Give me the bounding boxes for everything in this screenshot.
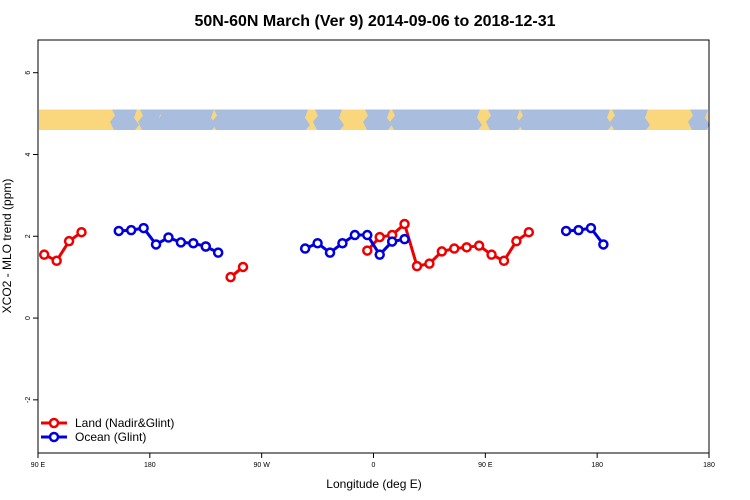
data-point bbox=[411, 260, 423, 272]
x-tick-label: 90 E bbox=[31, 462, 46, 469]
map-ocean bbox=[518, 109, 612, 130]
legend-marker bbox=[48, 417, 60, 429]
y-tick-label: 6 bbox=[25, 71, 32, 75]
series-0 bbox=[38, 218, 535, 283]
data-point bbox=[486, 249, 497, 260]
x-tick-label: 90 E bbox=[478, 462, 493, 469]
data-point bbox=[399, 233, 410, 245]
data-point bbox=[63, 235, 75, 247]
data-point bbox=[498, 255, 510, 267]
map-ocean bbox=[363, 109, 392, 130]
data-point bbox=[225, 271, 236, 283]
y-tick-label: -2 bbox=[25, 397, 32, 403]
data-point bbox=[175, 237, 187, 248]
data-point bbox=[237, 261, 249, 273]
data-point bbox=[362, 229, 373, 241]
series-layer bbox=[38, 218, 609, 283]
data-point bbox=[76, 226, 87, 238]
x-tick-label: 0 bbox=[372, 462, 376, 469]
data-point bbox=[38, 249, 50, 260]
x-axis-label: Longitude (deg E) bbox=[326, 477, 421, 491]
data-point bbox=[299, 243, 311, 254]
x-tick-label: 90 W bbox=[253, 462, 270, 469]
data-point bbox=[163, 232, 174, 243]
data-point bbox=[349, 229, 361, 241]
data-point bbox=[51, 255, 62, 267]
data-point bbox=[324, 247, 336, 258]
legend: Land (Nadir&Glint)Ocean (Glint) bbox=[41, 416, 174, 444]
data-point bbox=[598, 239, 609, 250]
legend-marker bbox=[48, 431, 60, 443]
data-point bbox=[374, 231, 385, 243]
map-ocean bbox=[486, 109, 522, 130]
data-point bbox=[337, 237, 348, 249]
map-ocean bbox=[212, 109, 310, 130]
data-point bbox=[399, 218, 410, 230]
map-ocean bbox=[688, 109, 710, 130]
data-point bbox=[424, 258, 435, 269]
x-tick-label: 180 bbox=[591, 462, 603, 469]
map-ocean bbox=[313, 109, 344, 130]
data-point bbox=[200, 241, 211, 252]
y-axis-label: XCO2 - MLO trend (ppm) bbox=[0, 179, 14, 314]
legend-label: Land (Nadir&Glint) bbox=[75, 416, 174, 430]
series-line bbox=[566, 226, 605, 246]
data-point bbox=[386, 236, 398, 247]
map-ocean bbox=[610, 109, 650, 130]
data-point bbox=[312, 237, 323, 249]
data-point bbox=[461, 242, 472, 253]
series-line bbox=[43, 230, 83, 263]
y-tick-label: 2 bbox=[25, 234, 32, 238]
x-tick-label: 180 bbox=[703, 462, 715, 469]
data-point bbox=[560, 225, 572, 237]
data-point bbox=[523, 226, 535, 238]
data-point bbox=[473, 240, 485, 251]
map-strip bbox=[39, 109, 710, 130]
chart-title: 50N-60N March (Ver 9) 2014-09-06 to 2018… bbox=[194, 13, 555, 30]
series-1 bbox=[113, 222, 609, 260]
y-tick-label: 4 bbox=[25, 152, 32, 156]
data-point bbox=[449, 243, 460, 254]
map-ocean bbox=[110, 109, 139, 130]
y-axis: -2 0 2 4 6 bbox=[25, 71, 38, 403]
data-point bbox=[436, 246, 448, 257]
data-point bbox=[113, 225, 125, 237]
data-point bbox=[188, 237, 199, 249]
data-point bbox=[573, 224, 584, 236]
data-point bbox=[585, 222, 597, 234]
map-ocean bbox=[156, 109, 216, 130]
data-point bbox=[125, 224, 137, 236]
data-point bbox=[150, 239, 162, 250]
data-point bbox=[138, 222, 149, 234]
legend-label: Ocean (Glint) bbox=[75, 430, 146, 444]
x-axis: 90 E 180 90 W 0 90 E 180 180 bbox=[31, 453, 715, 469]
data-point bbox=[374, 249, 385, 260]
data-point bbox=[511, 235, 522, 247]
x-tick-label: 180 bbox=[144, 462, 156, 469]
data-point bbox=[362, 245, 373, 256]
y-tick-label: 0 bbox=[25, 316, 32, 320]
map-ocean bbox=[390, 109, 482, 130]
data-point bbox=[212, 247, 224, 258]
